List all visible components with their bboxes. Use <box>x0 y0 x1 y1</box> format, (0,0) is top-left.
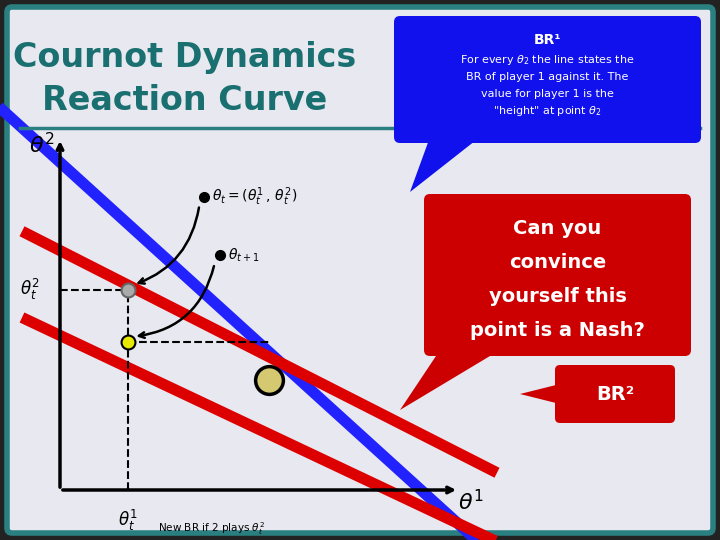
Text: New BR if 2 plays $\theta_t^2$: New BR if 2 plays $\theta_t^2$ <box>158 520 265 537</box>
Text: For every $\theta_2$ the line states the: For every $\theta_2$ the line states the <box>460 53 635 67</box>
FancyBboxPatch shape <box>394 16 701 143</box>
Text: $\theta^1$: $\theta^1$ <box>458 489 483 515</box>
Text: BR¹: BR¹ <box>534 33 562 47</box>
Text: yourself this: yourself this <box>489 287 626 307</box>
Text: BR²: BR² <box>596 384 634 403</box>
FancyBboxPatch shape <box>555 365 675 423</box>
Polygon shape <box>520 384 560 404</box>
Text: point is a Nash?: point is a Nash? <box>470 321 645 340</box>
Text: Can you: Can you <box>513 219 602 238</box>
Text: $\theta_t^2$: $\theta_t^2$ <box>20 278 40 302</box>
Polygon shape <box>410 137 480 192</box>
Polygon shape <box>400 350 500 410</box>
Text: $\theta_{t+1}$: $\theta_{t+1}$ <box>228 247 259 264</box>
Text: $\theta^2$: $\theta^2$ <box>30 132 55 158</box>
Text: Reaction Curve: Reaction Curve <box>42 84 328 117</box>
Text: value for player 1 is the: value for player 1 is the <box>481 89 614 99</box>
Text: BR of player 1 against it. The: BR of player 1 against it. The <box>467 72 629 82</box>
Text: $\theta_t= (\theta_t^1\,,\,\theta_t^2)$: $\theta_t= (\theta_t^1\,,\,\theta_t^2)$ <box>212 185 297 208</box>
Text: "height" at point $\theta_2$: "height" at point $\theta_2$ <box>493 104 602 118</box>
Text: Cournot Dynamics: Cournot Dynamics <box>14 42 356 75</box>
FancyBboxPatch shape <box>7 7 713 533</box>
Text: $\theta_t^1$: $\theta_t^1$ <box>118 508 138 533</box>
Text: convince: convince <box>509 253 606 272</box>
FancyBboxPatch shape <box>424 194 691 356</box>
